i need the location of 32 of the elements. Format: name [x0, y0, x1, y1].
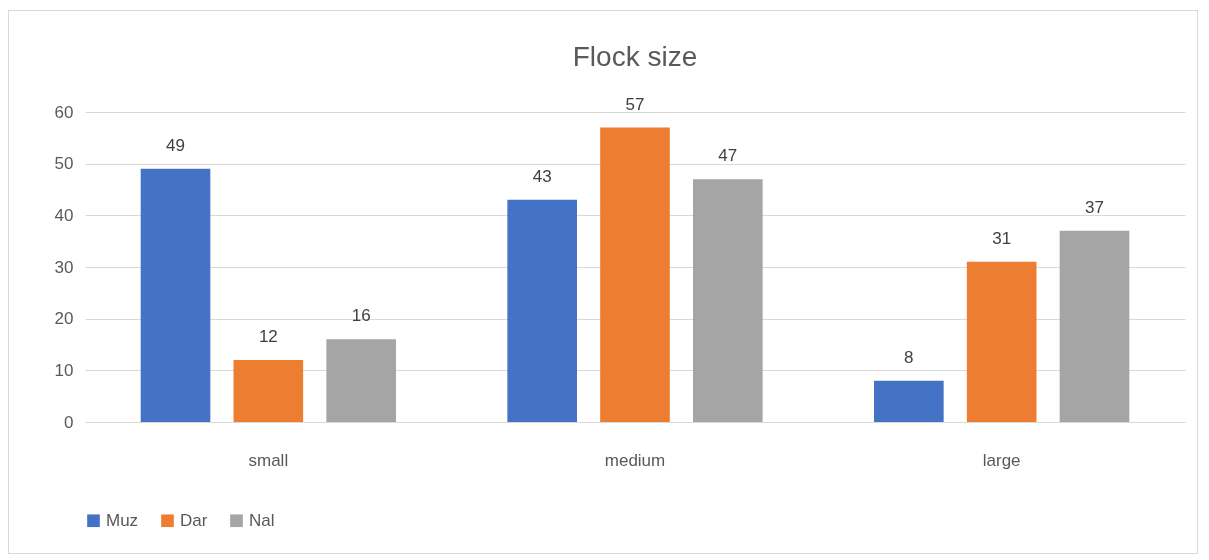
bar	[966, 261, 1037, 422]
bar	[693, 179, 763, 422]
data-label: 16	[351, 306, 371, 326]
y-tick-label: 50	[54, 154, 74, 174]
bar	[140, 168, 211, 422]
y-tick-label: 60	[54, 102, 74, 122]
y-tick-label: 40	[54, 205, 74, 225]
data-label: 47	[718, 146, 738, 166]
data-label: 43	[532, 166, 552, 186]
bar	[507, 199, 577, 422]
data-label: 57	[625, 94, 645, 114]
bar	[326, 339, 396, 422]
data-label: 37	[1085, 197, 1104, 217]
x-tick-label: large	[982, 450, 1021, 470]
x-tick-label: medium	[604, 450, 666, 470]
data-label: 31	[992, 228, 1012, 248]
legend-label: Nal	[249, 510, 275, 530]
chart-title: Flock size	[572, 40, 698, 72]
y-tick-label: 0	[64, 412, 74, 432]
bar	[874, 380, 944, 422]
bar	[1059, 230, 1130, 422]
y-tick-label: 20	[54, 309, 74, 329]
y-tick-label: 30	[54, 257, 74, 277]
data-label: 12	[258, 327, 278, 346]
x-tick-label: small	[248, 450, 289, 470]
y-tick-label: 10	[54, 360, 74, 380]
legend-label: Muz	[106, 510, 139, 530]
data-label: 49	[166, 135, 185, 155]
bar	[600, 127, 670, 422]
data-label: 8	[904, 347, 914, 367]
bar	[233, 360, 304, 422]
legend-label: Dar	[180, 510, 208, 530]
